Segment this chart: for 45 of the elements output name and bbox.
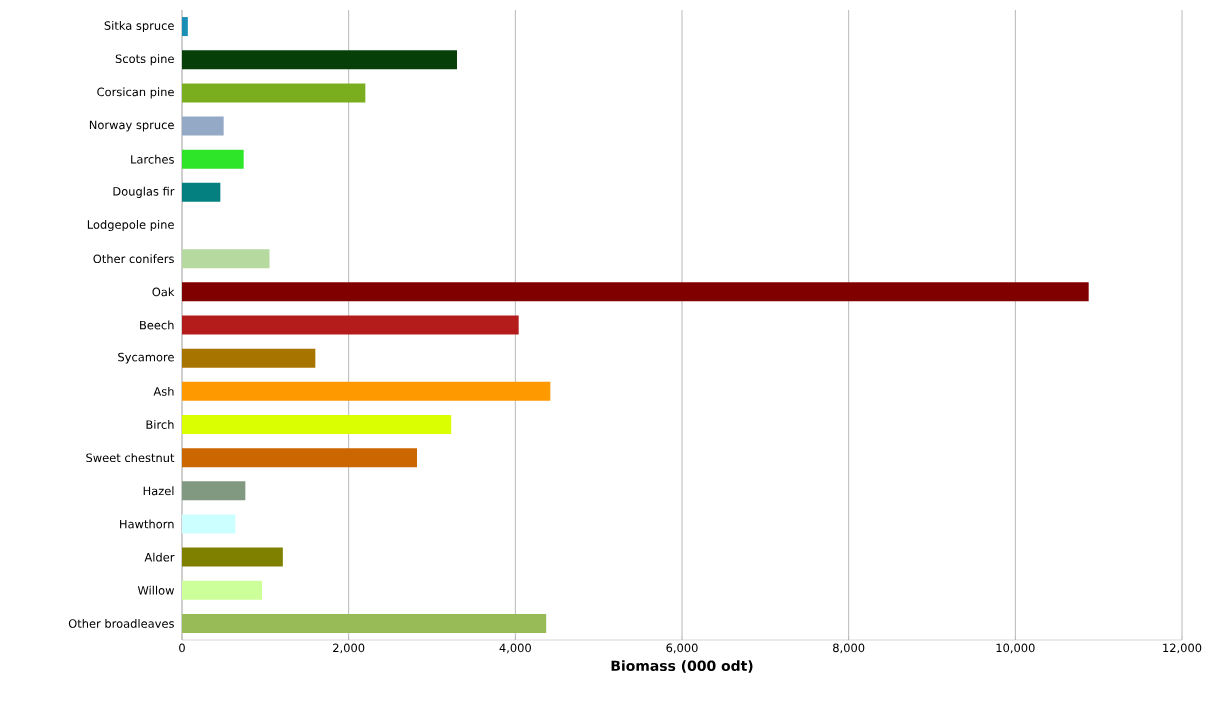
bar <box>182 348 316 368</box>
bar <box>182 448 417 468</box>
bar <box>182 282 1089 302</box>
y-tick-label: Other conifers <box>93 254 174 264</box>
y-tick-label: Sitka spruce <box>104 21 174 33</box>
bar <box>182 547 283 567</box>
y-tick-label: Norway spruce <box>89 120 174 132</box>
bar <box>182 514 236 534</box>
y-tick-label: Sycamore <box>118 352 174 364</box>
y-tick-label: Scots pine <box>115 54 174 66</box>
bar <box>182 182 221 202</box>
y-tick-label: Lodgepole pine <box>87 219 174 232</box>
y-tick-label: Ash <box>153 386 174 396</box>
bar <box>182 83 366 103</box>
y-tick-label: Alder <box>144 552 175 562</box>
x-tick-label: 2,000 <box>333 643 365 654</box>
bar <box>182 149 244 169</box>
bar <box>182 580 262 600</box>
bar <box>182 50 457 70</box>
bar <box>182 116 224 136</box>
bar <box>182 481 246 501</box>
x-axis-title: Biomass (000 odt) <box>611 660 753 673</box>
y-tick-label: Hazel <box>143 486 174 496</box>
bar <box>182 17 188 37</box>
y-tick-label: Sweet chestnut <box>86 453 175 463</box>
x-tick-label: 10,000 <box>996 643 1035 654</box>
x-tick-label: 0 <box>179 643 185 653</box>
x-tick-label: 8,000 <box>833 643 865 654</box>
y-tick-label: Birch <box>146 420 174 429</box>
y-tick-label: Willow <box>137 585 175 595</box>
x-tick-label: 6,000 <box>666 643 698 654</box>
y-tick-label: Other broadleaves <box>68 619 174 628</box>
bar <box>182 613 547 633</box>
y-tick-label: Larches <box>131 154 174 164</box>
x-tick-label: 12,000 <box>1163 643 1202 654</box>
bar <box>182 315 519 335</box>
y-tick-label: Beech <box>140 320 174 330</box>
y-tick-label: Hawthorn <box>120 519 174 529</box>
y-tick-label: Corsican pine <box>97 87 174 99</box>
bar <box>182 249 270 269</box>
bar <box>182 414 452 434</box>
y-tick-label: Douglas fir <box>113 186 175 198</box>
y-tick-label: Oak <box>152 287 175 297</box>
bar <box>182 381 551 401</box>
x-tick-label: 4,000 <box>499 643 531 654</box>
